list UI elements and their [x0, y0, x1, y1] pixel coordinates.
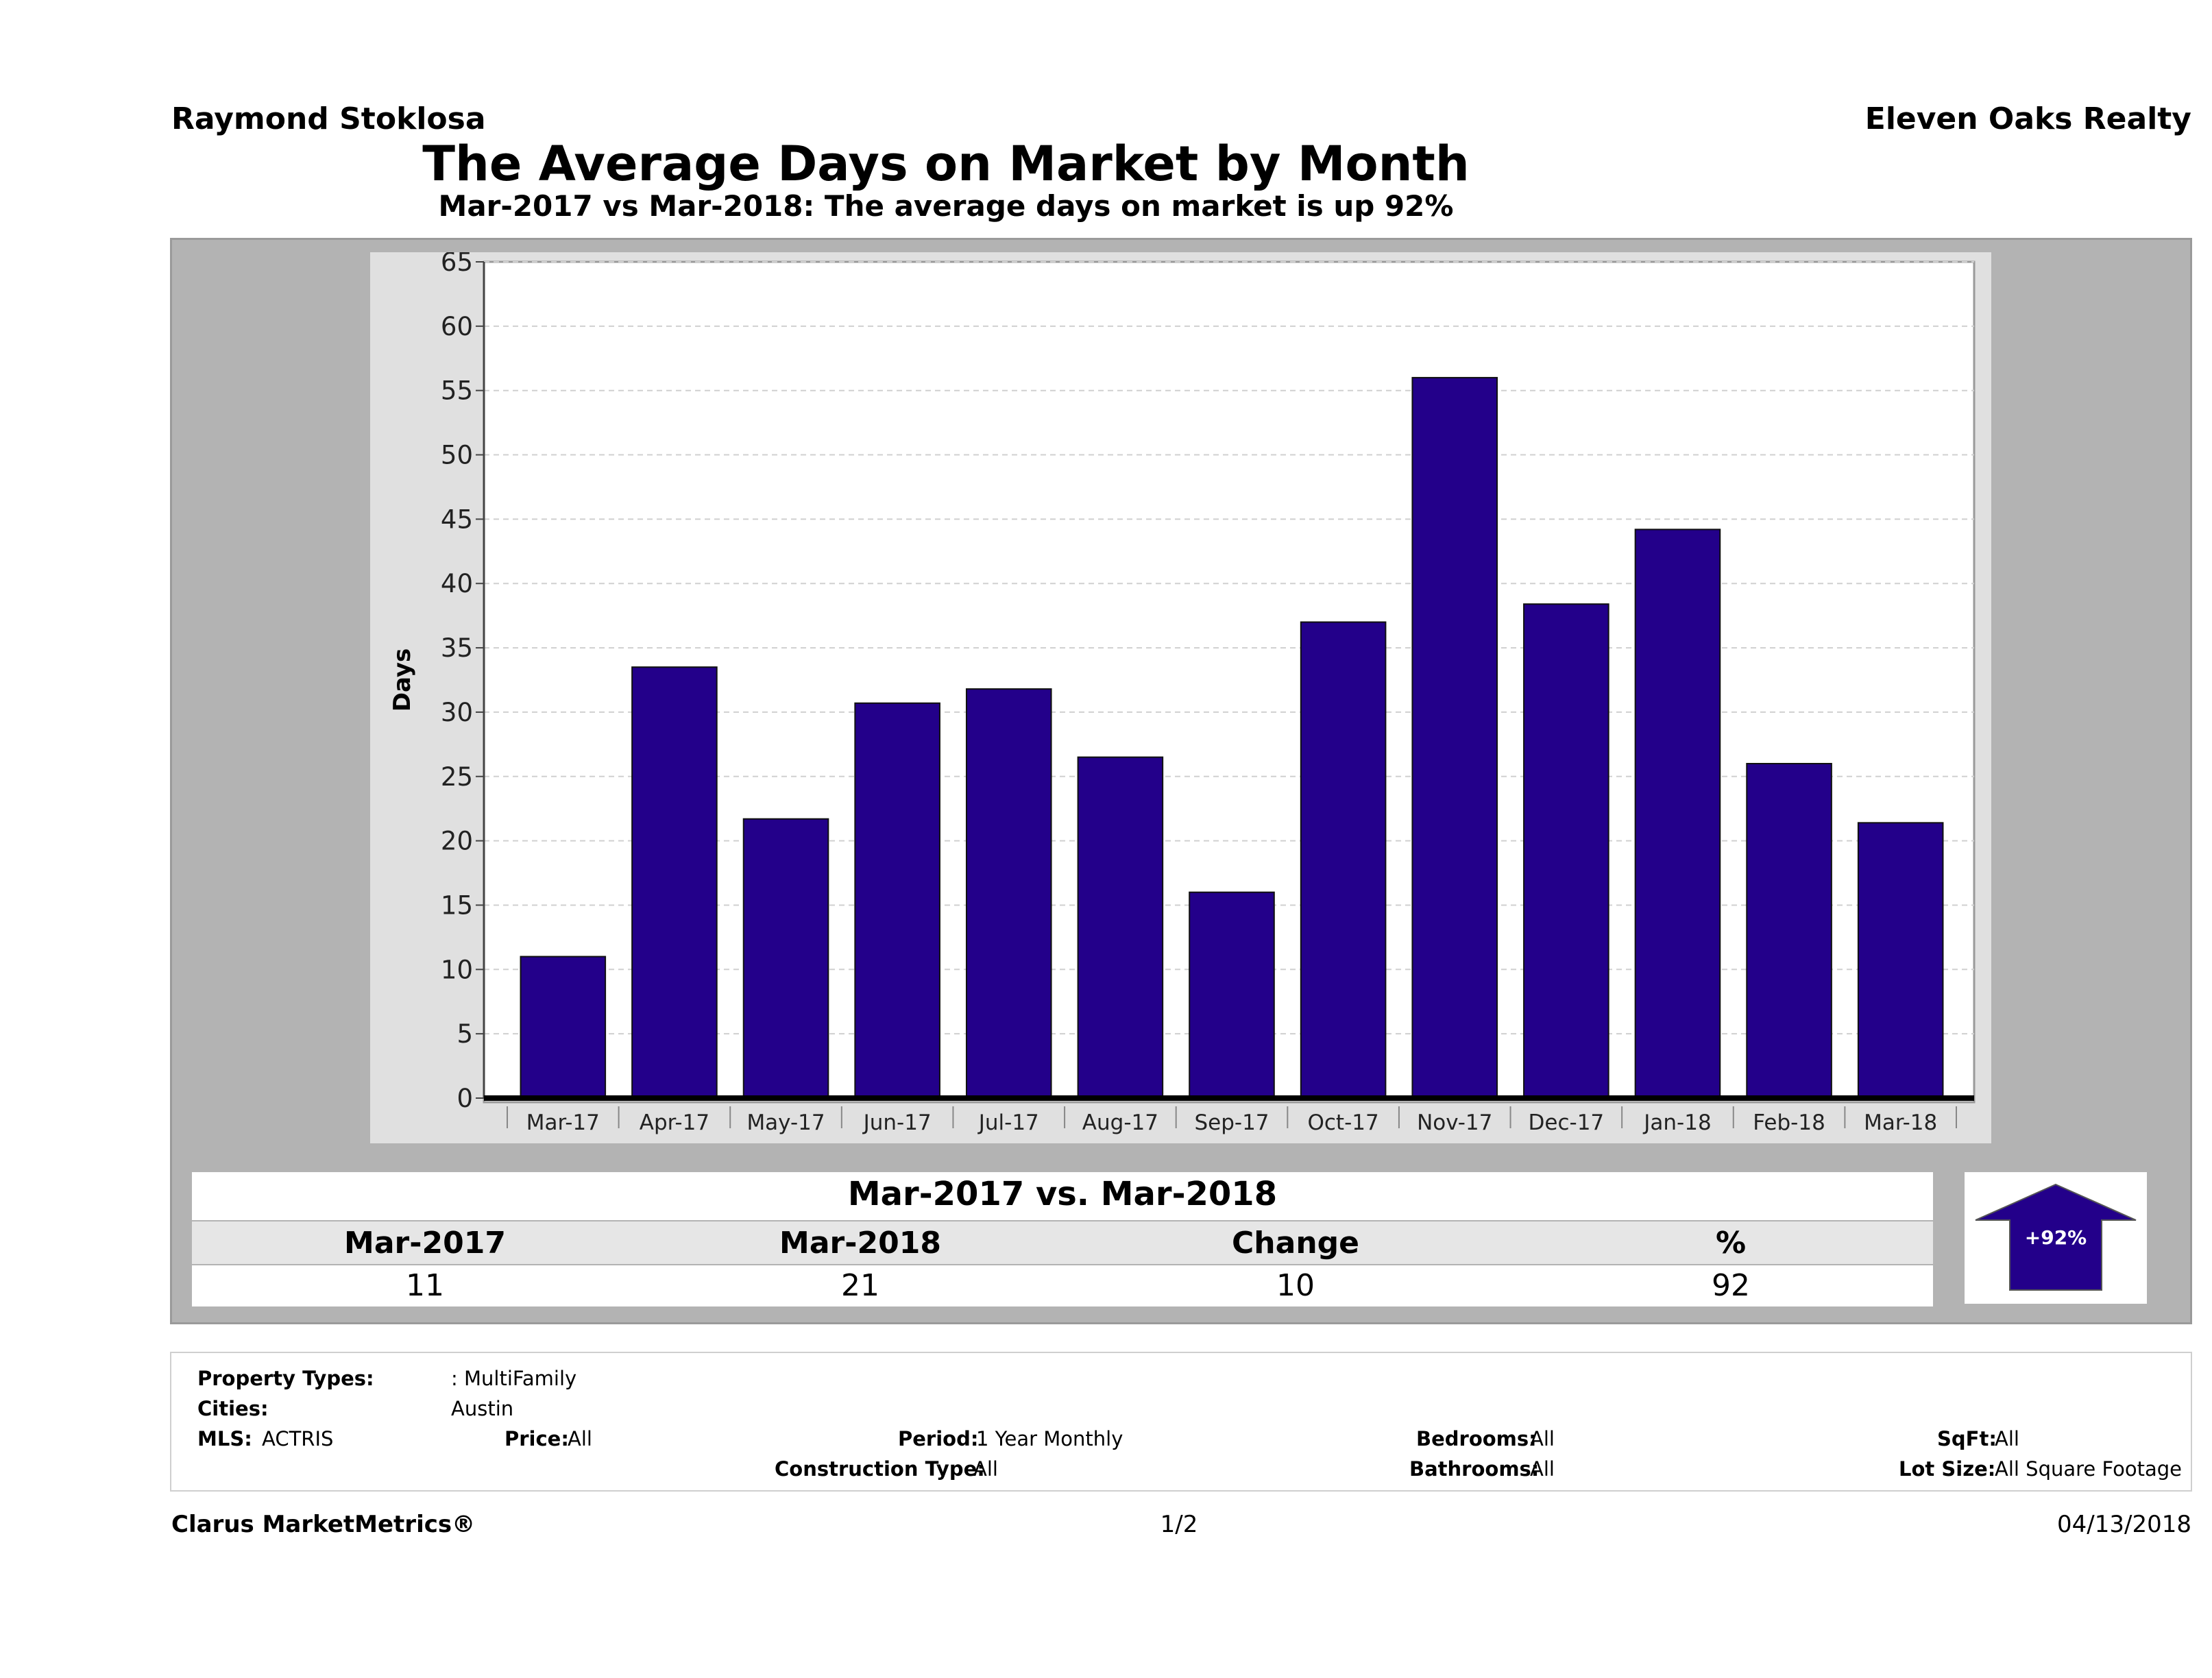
bar-Mar-18 [1857, 822, 1944, 1099]
property-types-label: Property Types: [197, 1367, 374, 1390]
bathrooms-label: Bathrooms: [1409, 1457, 1540, 1481]
value-percent: 92 [1712, 1268, 1750, 1303]
y-tick-label: 50 [441, 441, 473, 470]
y-tick-label: 60 [441, 312, 473, 341]
y-tick-label: 0 [457, 1084, 473, 1113]
y-tick-label: 15 [441, 890, 473, 920]
col-header-percent: % [1715, 1226, 1747, 1261]
footer-brand: Clarus MarketMetrics® [171, 1511, 476, 1538]
filters-panel: Property Types: : MultiFamily Cities: Au… [170, 1352, 2192, 1492]
x-tick-label: Mar-17 [526, 1110, 600, 1135]
construction-type-label: Construction Type: [775, 1457, 985, 1481]
bar-Mar-17 [520, 956, 607, 1099]
bars [520, 376, 1944, 1099]
comparison-values-row: 11 21 10 92 [192, 1265, 1933, 1306]
grid-lines [484, 261, 1974, 1035]
page-subtitle: Mar-2017 vs Mar-2018: The average days o… [438, 189, 1454, 223]
property-types-value: : MultiFamily [451, 1367, 577, 1390]
x-tick-label: Nov-17 [1417, 1110, 1492, 1135]
bar-Feb-18 [1746, 763, 1832, 1099]
col-header-start: Mar-2017 [344, 1226, 506, 1261]
price-value: All [568, 1427, 592, 1450]
period-value: 1 Year Monthly [976, 1427, 1123, 1450]
brokerage-name: Eleven Oaks Realty [1864, 101, 2191, 136]
y-axis-label: Days [389, 648, 416, 712]
bar-Jul-17 [965, 688, 1052, 1099]
y-tick-label: 40 [441, 569, 473, 598]
x-axis-ticks: Mar-17 Apr-17 May-17 Jun-17 Jul-17 Aug-17 Sep-… [507, 1106, 1957, 1135]
x-tick-label: Oct-17 [1307, 1110, 1378, 1135]
value-start: 11 [406, 1268, 444, 1303]
footer-page-number: 1/2 [1160, 1511, 1198, 1538]
price-label: Price: [505, 1427, 569, 1450]
bar-Jan-18 [1634, 528, 1721, 1099]
y-axis-ticks: 0 5 10 15 20 25 30 35 40 45 50 55 60 65 [441, 252, 484, 1113]
x-tick-label: Feb-18 [1753, 1110, 1825, 1135]
y-tick-label: 10 [441, 955, 473, 984]
x-tick-label: Sep-17 [1194, 1110, 1269, 1135]
bedrooms-value: All [1530, 1427, 1555, 1450]
bedrooms-label: Bedrooms: [1416, 1427, 1537, 1450]
up-arrow-icon: +92% [1975, 1183, 2137, 1291]
trend-badge: +92% [1965, 1172, 2147, 1304]
comparison-columns-row: Mar-2017 Mar-2018 Change % [192, 1221, 1933, 1264]
page-title: The Average Days on Market by Month [422, 136, 1470, 192]
x-tick-label: Dec-17 [1529, 1110, 1605, 1135]
x-tick-label: Jul-17 [977, 1110, 1039, 1135]
period-label: Period: [898, 1427, 979, 1450]
mls-label: MLS: [197, 1427, 252, 1450]
agent-name: Raymond Stoklosa [171, 101, 486, 136]
lot-size-value: All Square Footage [1995, 1457, 2183, 1481]
trend-badge-label: +92% [2025, 1226, 2087, 1249]
sqft-label: SqFt: [1937, 1427, 1997, 1450]
x-tick-label: Jun-17 [862, 1110, 932, 1135]
x-tick-label: Jan-18 [1642, 1110, 1711, 1135]
bar-Aug-17 [1077, 756, 1164, 1099]
y-tick-label: 5 [457, 1019, 473, 1049]
bar-Oct-17 [1300, 621, 1387, 1099]
x-tick-label: Mar-18 [1864, 1110, 1937, 1135]
bathrooms-value: All [1530, 1457, 1555, 1481]
col-header-change: Change [1232, 1226, 1359, 1261]
cities-value: Austin [451, 1397, 514, 1420]
value-change: 10 [1276, 1268, 1315, 1303]
bar-Sep-17 [1189, 891, 1275, 1099]
lot-size-label: Lot Size: [1899, 1457, 1996, 1481]
bar-Nov-17 [1411, 376, 1498, 1099]
cities-label: Cities: [197, 1397, 269, 1420]
value-end: 21 [841, 1268, 879, 1303]
bar-May-17 [742, 818, 829, 1099]
x-tick-label: Apr-17 [640, 1110, 709, 1135]
mls-value: ACTRIS [262, 1427, 334, 1450]
y-tick-label: 65 [441, 252, 473, 277]
col-header-end: Mar-2018 [779, 1226, 941, 1261]
y-tick-label: 55 [441, 376, 473, 406]
y-tick-label: 45 [441, 504, 473, 534]
y-tick-label: 30 [441, 698, 473, 727]
bar-Jun-17 [854, 702, 940, 1099]
bar-Dec-17 [1523, 603, 1609, 1099]
construction-type-value: All [973, 1457, 998, 1481]
footer-date: 04/13/2018 [2057, 1511, 2191, 1538]
y-tick-label: 35 [441, 633, 473, 663]
y-tick-label: 20 [441, 827, 473, 856]
comparison-title: Mar-2017 vs. Mar-2018 [847, 1175, 1278, 1213]
y-tick-label: 25 [441, 762, 473, 792]
comparison-table: Mar-2017 vs. Mar-2018 Mar-2017 Mar-2018 … [192, 1172, 1933, 1306]
bar-Apr-17 [631, 666, 718, 1099]
sqft-value: All [1995, 1427, 2019, 1450]
x-tick-label: Aug-17 [1082, 1110, 1158, 1135]
comparison-header-row: Mar-2017 vs. Mar-2018 [192, 1172, 1933, 1220]
x-tick-label: May-17 [746, 1110, 825, 1135]
